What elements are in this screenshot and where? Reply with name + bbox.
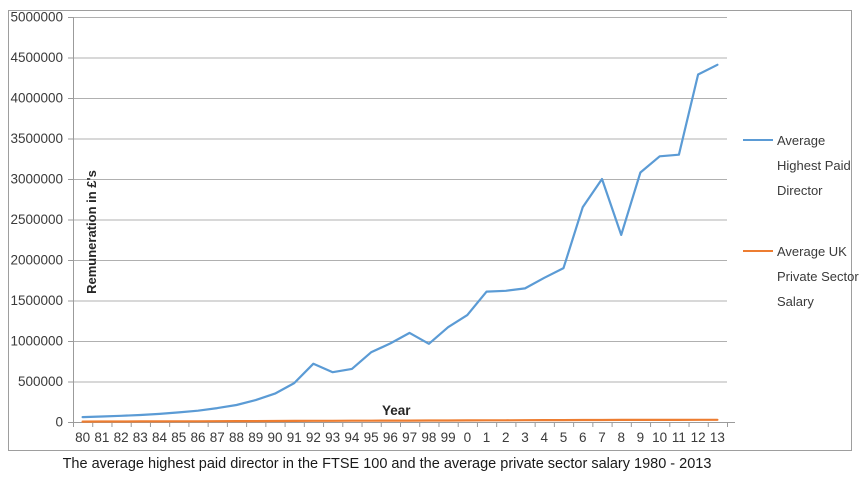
chart-border — [8, 10, 852, 451]
x-tick-label: 3 — [521, 430, 529, 445]
x-tick-label: 11 — [672, 430, 686, 445]
x-tick-label: 7 — [598, 430, 606, 445]
x-tick-label: 6 — [579, 430, 587, 445]
x-tick-label: 86 — [191, 430, 206, 445]
x-tick-label: 83 — [133, 430, 148, 445]
x-tick-label: 98 — [421, 430, 436, 445]
x-tick-label: 87 — [210, 430, 225, 445]
x-tick-label: 10 — [652, 430, 667, 445]
x-tick-label: 97 — [402, 430, 417, 445]
x-tick-label: 82 — [114, 430, 129, 445]
x-tick-label: 80 — [75, 430, 90, 445]
x-tick-label: 2 — [502, 430, 510, 445]
x-tick-label: 99 — [441, 430, 456, 445]
y-tick-label: 2500000 — [10, 212, 63, 227]
y-tick-label: 500000 — [18, 374, 63, 389]
x-tick-label: 13 — [710, 430, 725, 445]
legend-label-director: Average Highest Paid Director — [777, 133, 851, 198]
y-tick-label: 1000000 — [10, 334, 63, 349]
x-tick-label: 9 — [637, 430, 645, 445]
y-tick-label: 4000000 — [10, 91, 63, 106]
legend-item-director: Average Highest Paid Director — [743, 128, 861, 203]
x-tick-label: 88 — [229, 430, 244, 445]
legend-label-salary: Average UK Private Sector Salary — [777, 244, 859, 309]
legend-key-line-director — [743, 139, 773, 141]
x-tick-label: 95 — [364, 430, 379, 445]
x-tick-label: 0 — [464, 430, 472, 445]
chart-caption: The average highest paid director in the… — [62, 456, 712, 472]
x-tick-label: 92 — [306, 430, 321, 445]
legend: Average Highest Paid Director Average UK… — [743, 128, 861, 350]
x-tick-label: 96 — [383, 430, 398, 445]
x-tick-label: 93 — [325, 430, 340, 445]
legend-item-salary: Average UK Private Sector Salary — [743, 239, 861, 314]
x-axis-title: Year — [382, 403, 411, 418]
x-tick-label: 90 — [267, 430, 282, 445]
y-tick-label: 2000000 — [10, 253, 63, 268]
x-tick-label: 5 — [560, 430, 568, 445]
x-tick-label: 81 — [94, 430, 109, 445]
y-tick-label: 0 — [55, 415, 63, 430]
x-tick-label: 12 — [691, 430, 706, 445]
y-tick-label: 5000000 — [10, 10, 63, 25]
series-line-0 — [81, 63, 719, 419]
series-line-1 — [81, 418, 719, 423]
y-tick-label: 3500000 — [10, 131, 63, 146]
y-tick-label: 1500000 — [10, 293, 63, 308]
x-tick-label: 91 — [287, 430, 302, 445]
y-axis-title: Remuneration in £'s — [84, 170, 99, 294]
x-tick-label: 85 — [171, 430, 186, 445]
legend-key-line-salary — [743, 250, 773, 252]
x-tick-label: 89 — [248, 430, 263, 445]
y-tick-label: 3000000 — [10, 172, 63, 187]
x-tick-label: 84 — [152, 430, 168, 445]
y-tick-label: 4500000 — [10, 50, 63, 65]
x-tick-label: 8 — [617, 430, 625, 445]
x-tick-label: 94 — [344, 430, 360, 445]
x-tick-label: 1 — [483, 430, 491, 445]
x-tick-label: 4 — [541, 430, 549, 445]
